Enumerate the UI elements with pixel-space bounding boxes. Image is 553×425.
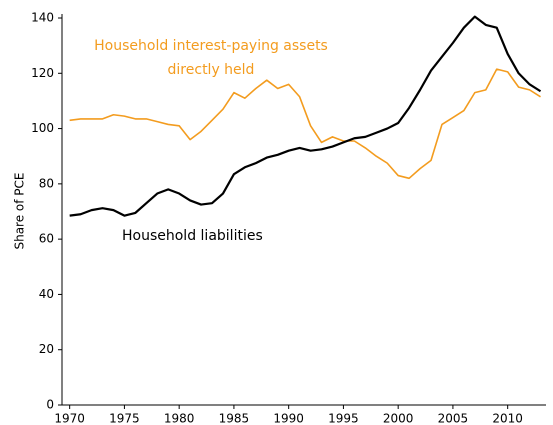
y-tick-label: 40 — [39, 287, 54, 301]
x-tick-label: 1970 — [54, 412, 85, 425]
x-tick-label: 1985 — [219, 412, 250, 425]
x-tick-label: 1980 — [164, 412, 195, 425]
y-axis-label: Share of PCE — [13, 172, 27, 249]
x-tick-label: 2000 — [383, 412, 414, 425]
y-tick-label: 100 — [31, 121, 54, 135]
x-tick-label: 1990 — [273, 412, 304, 425]
annotation: Household interest-paying assets — [94, 38, 328, 54]
y-tick-label: 80 — [39, 176, 54, 190]
x-tick-label: 1995 — [328, 412, 359, 425]
x-tick-label: 2005 — [438, 412, 469, 425]
annotation: directly held — [168, 62, 255, 78]
y-tick-label: 140 — [31, 11, 54, 25]
y-tick-label: 20 — [39, 342, 54, 356]
x-tick-label: 2010 — [492, 412, 523, 425]
x-tick-label: 1975 — [109, 412, 140, 425]
annotation: Household liabilities — [122, 228, 263, 244]
y-tick-label: 60 — [39, 232, 54, 246]
series-line — [69, 15, 542, 217]
y-tick-label: 120 — [31, 66, 54, 80]
y-tick-label: 0 — [46, 398, 54, 412]
series-line — [69, 68, 541, 180]
